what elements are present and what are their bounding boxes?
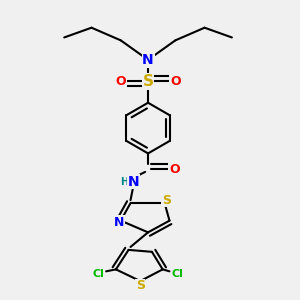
Text: S: S bbox=[142, 74, 154, 89]
Text: N: N bbox=[142, 53, 154, 67]
Text: Cl: Cl bbox=[92, 269, 104, 279]
Text: O: O bbox=[169, 163, 180, 176]
Text: S: S bbox=[136, 279, 145, 292]
Text: O: O bbox=[170, 75, 181, 88]
Text: O: O bbox=[116, 75, 126, 88]
Text: N: N bbox=[114, 216, 124, 229]
Text: N: N bbox=[128, 175, 139, 189]
Text: S: S bbox=[162, 194, 171, 207]
Text: Cl: Cl bbox=[171, 269, 183, 279]
Text: H: H bbox=[121, 177, 129, 187]
